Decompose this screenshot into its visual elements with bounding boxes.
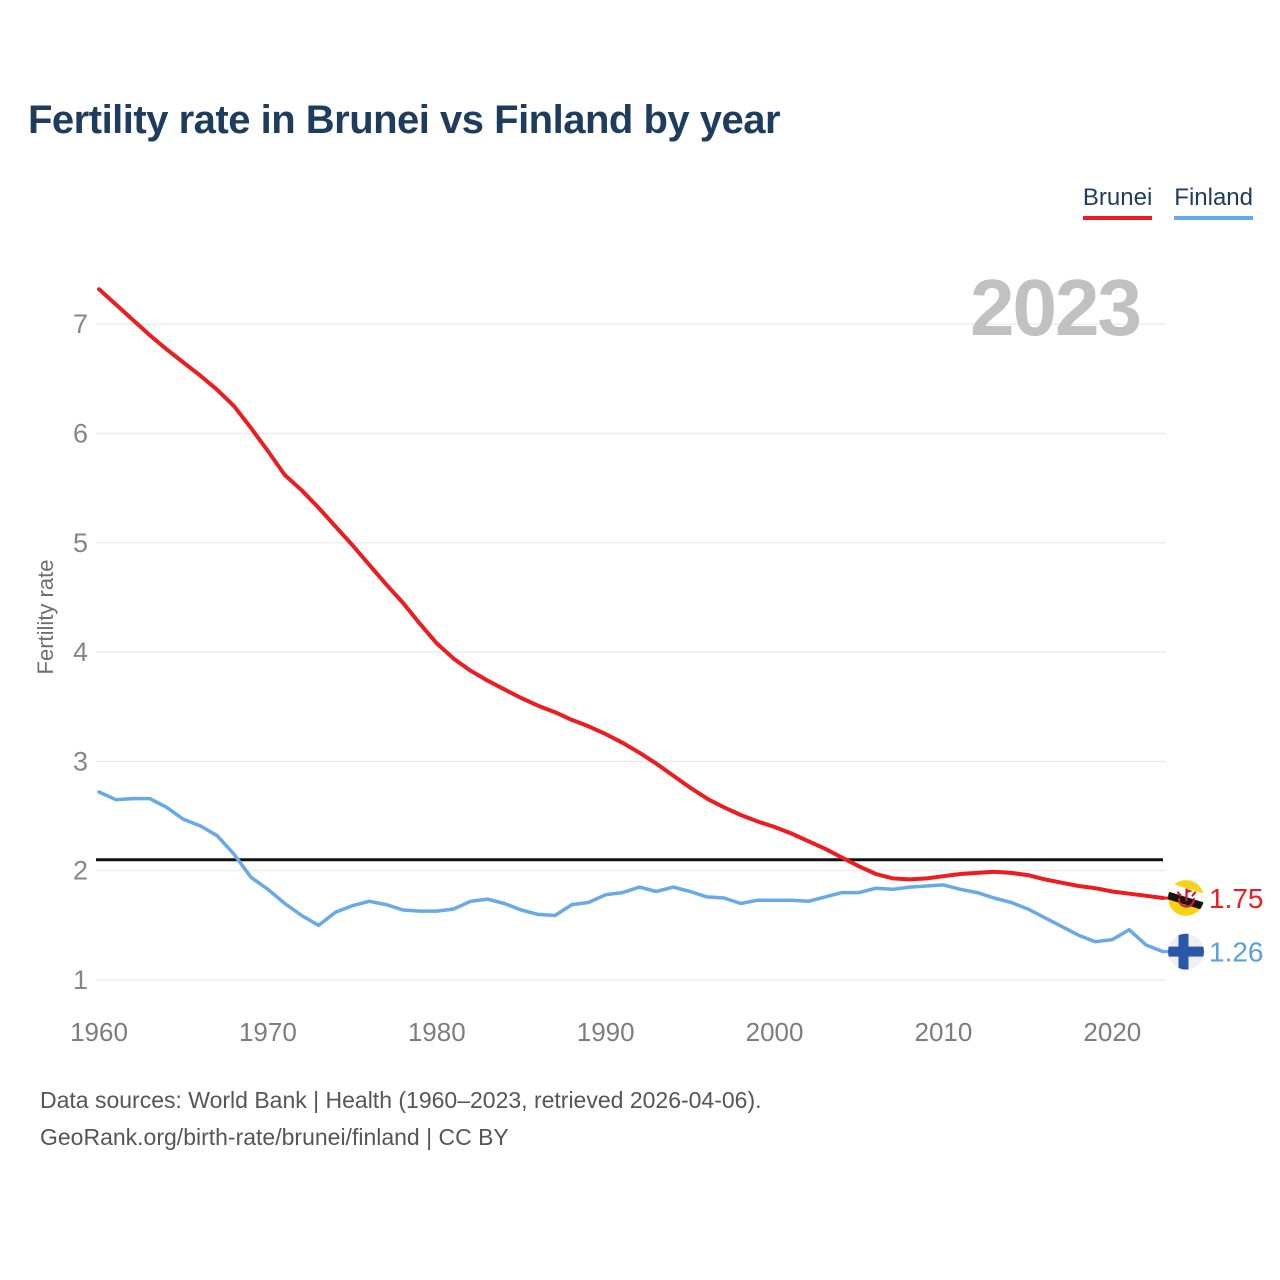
- x-tick-label: 1980: [408, 1017, 466, 1047]
- y-axis-tick-labels: 1 2 3 4 5 6 7: [73, 309, 88, 995]
- brunei-final-value: 1.75: [1209, 883, 1264, 914]
- year-watermark: 2023: [970, 263, 1142, 352]
- brunei-crest: [1176, 888, 1197, 908]
- finland-line: [97, 790, 1165, 954]
- y-tick-label: 6: [73, 419, 88, 449]
- x-tick-label: 2000: [746, 1017, 804, 1047]
- legend-item-brunei[interactable]: Brunei: [1082, 184, 1153, 220]
- y-tick-label: 3: [73, 746, 88, 776]
- y-tick-label: 7: [73, 309, 88, 339]
- page-title: Fertility rate in Brunei vs Finland by y…: [28, 98, 781, 142]
- x-tick-label: 1960: [70, 1017, 128, 1047]
- series-lines: [97, 287, 1170, 954]
- legend-item-finland[interactable]: Finland: [1174, 184, 1253, 220]
- x-tick-label: 2020: [1083, 1017, 1141, 1047]
- legend: Brunei Finland: [1082, 184, 1253, 220]
- brunei-line: [97, 287, 1165, 900]
- x-tick-label: 1990: [577, 1017, 635, 1047]
- finland-final-value: 1.26: [1209, 937, 1264, 968]
- attribution-text: GeoRank.org/birth-rate/brunei/finland | …: [40, 1124, 509, 1150]
- brunei-flag-icon: [1168, 880, 1204, 917]
- y-tick-label: 2: [73, 856, 88, 886]
- y-tick-label: 4: [73, 637, 88, 667]
- x-tick-label: 2010: [915, 1017, 973, 1047]
- y-tick-label: 1: [73, 965, 88, 995]
- data-sources-text: Data sources: World Bank | Health (1960–…: [40, 1087, 762, 1113]
- x-tick-label: 1970: [239, 1017, 297, 1047]
- x-axis-tick-labels: 1960 1970 1980 1990 2000 2010 2020: [70, 1017, 1141, 1047]
- finland-flag-icon: [1168, 933, 1204, 970]
- y-axis-title: Fertility rate: [33, 559, 58, 675]
- footer: Data sources: World Bank | Health (1960–…: [40, 1082, 762, 1156]
- y-tick-label: 5: [73, 528, 88, 558]
- gridlines: [96, 323, 1166, 981]
